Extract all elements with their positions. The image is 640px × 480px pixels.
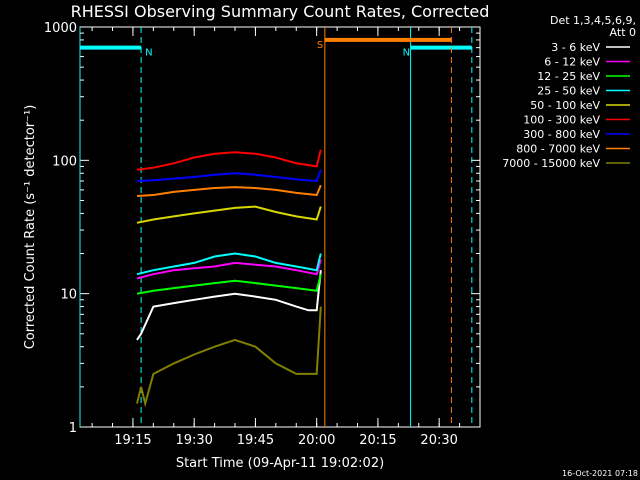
- x-tick-label: 20:30: [420, 433, 457, 448]
- series-line: [136, 306, 322, 408]
- legend-label: 50 - 100 keV: [530, 99, 600, 112]
- plot-frame: [79, 26, 481, 428]
- series-line: [136, 252, 322, 276]
- legend-label: 6 - 12 keV: [544, 56, 600, 69]
- legend-header: Att 0: [610, 26, 636, 39]
- legend-label: 100 - 300 keV: [523, 114, 600, 127]
- series-line: [136, 205, 322, 224]
- annotation-label: N: [145, 48, 152, 59]
- annotations: N NS: [79, 27, 473, 427]
- x-tick-label: 19:45: [237, 433, 274, 448]
- axes: 19:15 19:30 19:45 20:00 20:15 20:30 1 10 100 1000: [44, 21, 481, 448]
- legend: Det 1,3,4,5,6,9,Att 0 3 - 6 keV 6 - 12 keV…: [502, 14, 636, 170]
- y-tick-label: 1000: [44, 21, 77, 36]
- x-tick-label: 20:00: [298, 433, 335, 448]
- x-tick-label: 19:30: [175, 433, 212, 448]
- x-axis-label: Start Time (09-Apr-11 19:02:02): [176, 456, 384, 471]
- footer-date: 16-Oct-2021 07:18: [562, 469, 638, 478]
- series-line: [136, 184, 322, 197]
- series-lines: [136, 149, 322, 408]
- legend-header: Det 1,3,4,5,6,9,: [550, 14, 636, 27]
- series-line: [136, 149, 322, 171]
- annotation-label: N: [403, 48, 410, 59]
- annotation-label: S: [317, 40, 323, 51]
- legend-label: 3 - 6 keV: [551, 41, 600, 54]
- x-tick-label: 19:15: [114, 433, 151, 448]
- chart-title: RHESSI Observing Summary Count Rates, Co…: [71, 2, 490, 21]
- series-line: [136, 259, 322, 280]
- legend-label: 800 - 7000 keV: [516, 143, 600, 156]
- y-tick-label: 10: [60, 288, 77, 303]
- y-tick-label: 1: [69, 421, 77, 436]
- series-line: [136, 169, 322, 183]
- legend-label: 25 - 50 keV: [537, 85, 600, 98]
- y-axis-label: Corrected Count Rate (s⁻¹ detector⁻¹): [23, 105, 38, 350]
- legend-label: 7000 - 15000 keV: [502, 157, 600, 170]
- series-line: [136, 270, 322, 341]
- y-tick-label: 100: [52, 154, 77, 169]
- legend-label: 12 - 25 keV: [537, 70, 600, 83]
- legend-label: 300 - 800 keV: [523, 128, 600, 141]
- x-tick-label: 20:15: [359, 433, 396, 448]
- series-line: [136, 273, 322, 295]
